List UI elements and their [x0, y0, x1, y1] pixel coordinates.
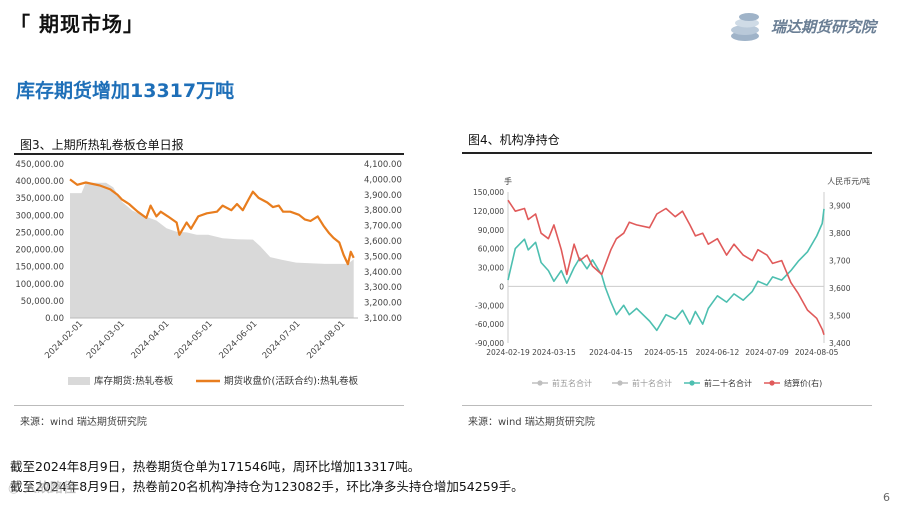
figure3-title: 图3、上期所热轧卷板仓单日报 — [20, 138, 184, 152]
y-right-tick-label: 3,100.00 — [364, 314, 402, 324]
x-tick-label: 2024-03-15 — [532, 348, 576, 357]
figure3-chart: 450,000.00 400,000.00 350,000.00 300,000.00… — [15, 160, 402, 387]
x-tick-label: 2024-08-01 — [305, 319, 347, 361]
figure3-bottom-rule — [14, 405, 404, 406]
watermark: ◎ 人故路径 — [8, 481, 76, 496]
y-left-tick-label: 30,000 — [478, 264, 504, 273]
page-title: 「 期现市场」 — [10, 12, 144, 36]
y-left-tick-label: 450,000.00 — [15, 160, 64, 170]
y-right-tick-label: 3,800 — [829, 229, 851, 238]
series-top20-line — [507, 208, 825, 332]
y-left-tick-label: 0.00 — [45, 314, 64, 324]
legend-label-inventory: 库存期货:热轧卷板 — [94, 375, 174, 387]
y-left-tick-label: -30,000 — [475, 301, 504, 310]
y-left-tick-label: -60,000 — [475, 320, 504, 329]
legend-label-price: 期货收盘价(活跃合约):热轧卷板 — [224, 375, 359, 387]
legend-label-top5: 前五名合计 — [552, 378, 592, 388]
y-right-tick-label: 3,600 — [829, 284, 851, 293]
y-left-tick-label: 250,000.00 — [15, 228, 64, 238]
y-right-unit-label: 人民币元/吨 — [827, 176, 870, 186]
y-left-unit-label: 手 — [504, 176, 512, 186]
figure3-source: 来源：wind 瑞达期货研究院 — [20, 417, 147, 428]
figure4-top-rule — [462, 152, 872, 154]
y-left-tick-label: 300,000.00 — [15, 211, 64, 221]
y-left-tick-label: 50,000.00 — [21, 297, 64, 307]
figure4-chart: 手 人民币元/吨 150,000 120,000 90,000 60,000 30,000 0… — [473, 176, 870, 388]
headline: 库存期货增加13317万吨 — [16, 80, 235, 102]
y-right-tick-label: 3,900 — [829, 202, 851, 211]
x-tick-label: 2024-03-01 — [85, 319, 127, 361]
figure4-title: 图4、机构净持仓 — [468, 133, 560, 147]
y-right-tick-label: 3,500.00 — [364, 252, 402, 262]
y-right-tick-label: 3,500 — [829, 312, 851, 321]
y-right-tick-label: 3,400 — [829, 339, 851, 348]
series-inventory-area — [70, 182, 354, 318]
y-right-tick-label: 3,700 — [829, 257, 851, 266]
x-tick-label: 2024-04-15 — [589, 348, 633, 357]
x-tick-label: 2024-05-15 — [644, 348, 688, 357]
legend-label-top10: 前十名合计 — [632, 378, 672, 388]
x-tick-label: 2024-06-12 — [696, 348, 740, 357]
summary-line-1: 截至2024年8月9日，热卷期货仓单为171546吨，周环比增加13317吨。 — [10, 459, 421, 474]
y-right-tick-label: 3,400.00 — [364, 268, 402, 278]
y-right-tick-label: 3,300.00 — [364, 283, 402, 293]
legend-marker-top5 — [537, 380, 543, 386]
y-right-tick-label: 3,800.00 — [364, 206, 402, 216]
series-settle-price-line — [507, 199, 825, 336]
y-right-tick-label: 3,200.00 — [364, 299, 402, 309]
y-left-tick-label: 150,000.00 — [15, 263, 64, 273]
y-left-tick-label: 120,000 — [473, 207, 504, 216]
x-tick-label: 2024-06-01 — [217, 319, 259, 361]
figure4-source: 来源：wind 瑞达期货研究院 — [468, 417, 595, 428]
y-left-tick-label: -90,000 — [475, 339, 504, 348]
y-left-tick-label: 350,000.00 — [15, 194, 64, 204]
y-right-tick-label: 4,000.00 — [364, 175, 402, 185]
legend-marker-top10 — [617, 380, 623, 386]
legend-swatch-inventory — [68, 377, 90, 385]
x-tick-label: 2024-02-01 — [43, 319, 85, 361]
coin-stack-icon — [731, 13, 759, 41]
company-logo: 瑞达期货研究院 — [725, 10, 895, 44]
y-left-tick-label: 150,000 — [473, 188, 504, 197]
figure3-top-rule — [14, 153, 404, 155]
y-left-tick-label: 200,000.00 — [15, 246, 64, 256]
series-price-line — [69, 178, 355, 266]
y-right-tick-label: 3,700.00 — [364, 222, 402, 232]
legend-marker-settle-price — [769, 380, 775, 386]
x-tick-label: 2024-04-01 — [130, 319, 172, 361]
y-left-tick-label: 90,000 — [478, 226, 504, 235]
x-tick-label: 2024-08-05 — [795, 348, 839, 357]
x-tick-label: 2024-05-01 — [173, 319, 215, 361]
figure4-bottom-rule — [462, 405, 872, 406]
x-tick-label: 2024-07-09 — [745, 348, 789, 357]
legend-marker-top20 — [689, 380, 695, 386]
x-tick-label: 2024-02-19 — [486, 348, 530, 357]
y-right-tick-label: 3,900.00 — [364, 191, 402, 201]
y-right-tick-label: 4,100.00 — [364, 160, 402, 170]
y-left-tick-label: 400,000.00 — [15, 177, 64, 187]
summary-line-2: 截至2024年8月9日，热卷前20名机构净持仓为123082手，环比净多头持仓增… — [10, 479, 524, 494]
page-number: 6 — [883, 491, 890, 504]
y-left-tick-label: 0 — [499, 282, 504, 291]
legend-label-settle-price: 结算价(右) — [784, 378, 822, 388]
logo-text: 瑞达期货研究院 — [771, 18, 877, 36]
x-tick-label: 2024-07-01 — [261, 319, 303, 361]
y-left-tick-label: 100,000.00 — [15, 280, 64, 290]
y-right-tick-label: 3,600.00 — [364, 237, 402, 247]
legend-label-top20: 前二十名合计 — [704, 378, 752, 388]
y-left-tick-label: 60,000 — [478, 245, 504, 254]
